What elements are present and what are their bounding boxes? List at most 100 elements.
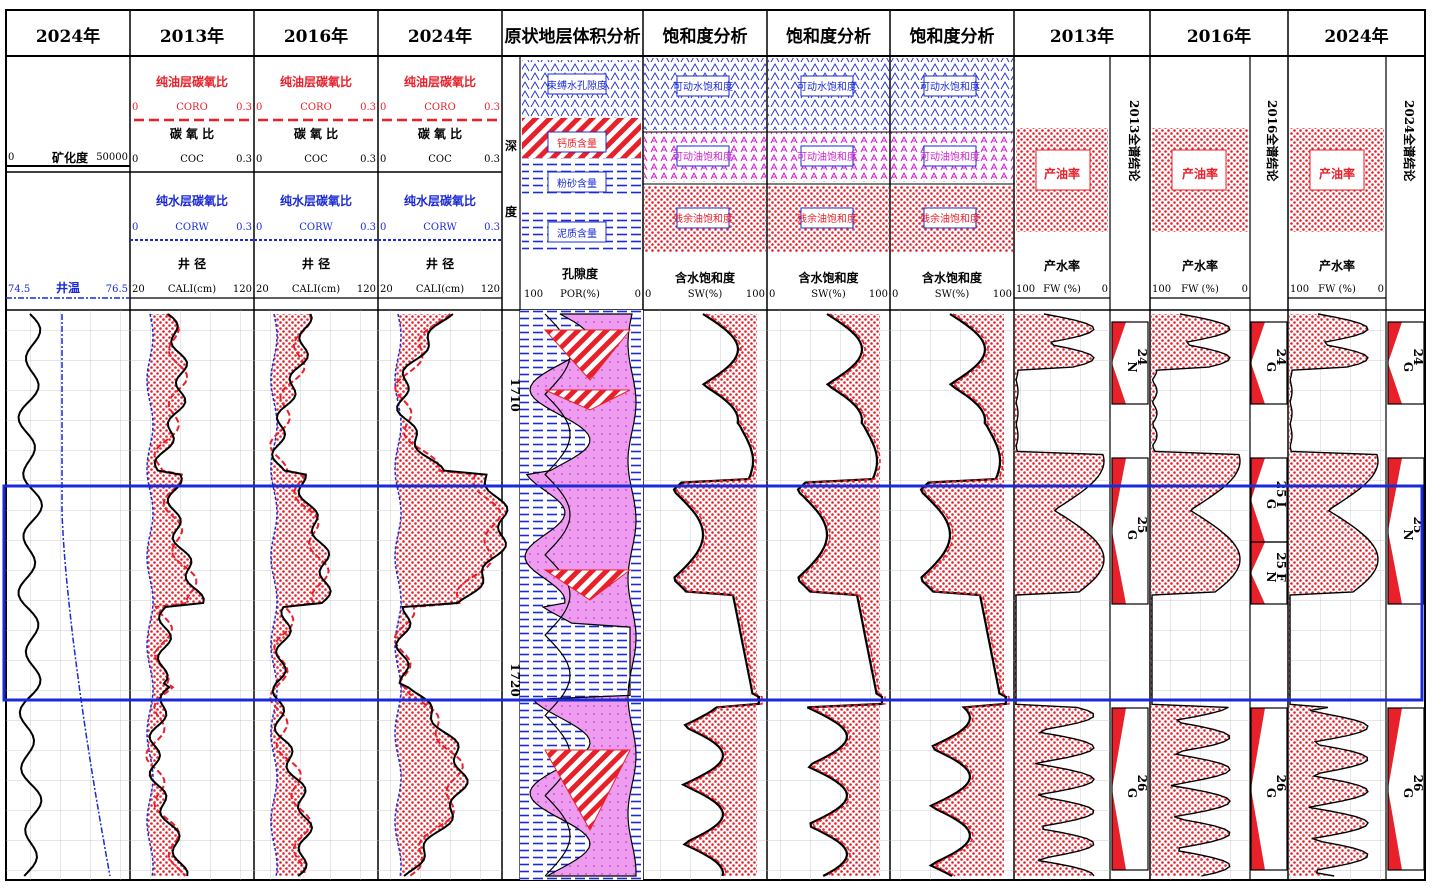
sw-min: 0 [892,289,898,300]
coc-curve: COC [428,154,452,165]
coro-min: 0 [380,102,386,113]
water-rate-label: 产水率 [1044,258,1080,273]
coro-title: 纯油层碳氧比 [156,74,228,89]
coro-title: 纯油层碳氧比 [280,74,352,89]
header-10: 2024年 [1324,26,1388,47]
legend-box [547,131,607,153]
coc-curve-line [395,313,509,877]
zone-num: 25 [1135,517,1149,534]
co-fill [147,314,204,876]
zone-marker [1251,708,1265,789]
fw-min: 100 [1152,284,1171,295]
sat-legend-box [923,75,977,97]
cali-max: 120 [357,284,376,295]
coc-min: 0 [380,154,386,165]
coro-curve-line [393,313,502,877]
coc-min: 0 [132,154,138,165]
coc-title: 碳 氧 比 [170,126,214,141]
fw-fill [1015,314,1104,876]
zone-marker [1388,363,1402,404]
zone-code: G [1401,362,1415,372]
fw-curve [1151,313,1241,877]
zone-code: G [1264,362,1278,372]
sat-legend-label: 可动水饱和度 [673,80,733,93]
fw-curve: FW (%) [1043,284,1081,295]
cali-curve: CALI(cm) [292,284,340,295]
zone-box [1250,707,1288,871]
legend-box [547,221,607,243]
sat-legend-box [800,75,854,97]
cali-min: 20 [256,284,269,295]
zone-code: G [1125,530,1139,540]
fw-curve [1289,313,1379,877]
highlight-interval [2,484,1424,702]
header-3: 2024年 [408,26,472,47]
corw-title: 纯水层碳氧比 [404,193,476,208]
zone-marker [1251,458,1265,500]
zone-marker [1112,322,1126,363]
zone-code: N [1401,530,1415,541]
zone-marker [1251,789,1265,870]
sw-min: 0 [769,289,775,300]
zone-marker [1388,322,1402,363]
oil-rate-label: 产油率 [1182,166,1218,181]
temp-label: 井温 [56,280,80,295]
sat-legend-label: 可动水饱和度 [797,80,857,93]
coc-max: 0.3 [236,154,252,165]
coc-min: 0 [256,154,262,165]
zone-code: G [1264,499,1278,509]
sw-fill [798,314,882,876]
fw-fill [1151,314,1240,876]
zone-box [1387,707,1425,871]
legend-label-3: 泥质含量 [557,227,597,240]
zone-marker [1251,542,1265,573]
zone-marker [1388,789,1402,870]
depth-label-1: 深 [505,138,517,153]
zone-box [1111,707,1149,871]
zone-marker [1388,531,1402,604]
sat-legend-label: 残余油饱和度 [920,212,980,225]
sat-legend-box [676,145,730,167]
co-fill [395,314,508,876]
calcite-fill [543,569,632,601]
temp-min: 74.5 [8,284,30,295]
zone-box [1387,457,1425,605]
coro-curve: CORO [300,102,332,113]
coc-max: 0.3 [484,154,500,165]
sw-max: 100 [869,289,888,300]
zone-num: 24 [1411,349,1425,366]
zone-code: N [1125,362,1139,373]
fw-curve: FW (%) [1181,284,1219,295]
coc-curve: COC [180,154,204,165]
header-6: 饱和度分析 [786,26,871,47]
fw-max: 0 [1242,284,1248,295]
depth-mark-1710: 1710 [508,378,522,411]
fw-min: 100 [1016,284,1035,295]
zone-num: 26 [1411,775,1425,792]
zone-code: G [1401,788,1415,798]
zone-marker [1112,458,1126,531]
fw-fill [1289,314,1378,876]
fw-max: 0 [1378,284,1384,295]
sw-label: 含水饱和度 [675,270,736,285]
zone-marker [1388,708,1402,789]
coro-min: 0 [256,102,262,113]
header-5: 饱和度分析 [663,26,748,47]
zone-num: 24 [1135,349,1149,366]
fw-curve: FW (%) [1318,284,1356,295]
zone-num: 24 [1274,349,1288,366]
sw-curve: SW(%) [688,289,723,300]
legend-label-0: 束缚水孔隙度 [547,79,607,92]
legend-label-1: 钙质含量 [557,137,597,150]
zone-code: G [1264,788,1278,798]
oil-rate-box [1171,149,1227,191]
oil-rate-box [1035,149,1091,191]
salinity-label: 矿化度 [52,150,89,165]
sw-fill [921,314,1006,876]
conclusion-label-1: 2016全谱结论 [1265,100,1280,182]
zone-marker [1251,363,1265,404]
fw-min: 100 [1290,284,1309,295]
zone-marker [1112,708,1126,789]
calcite-fill [544,389,631,411]
